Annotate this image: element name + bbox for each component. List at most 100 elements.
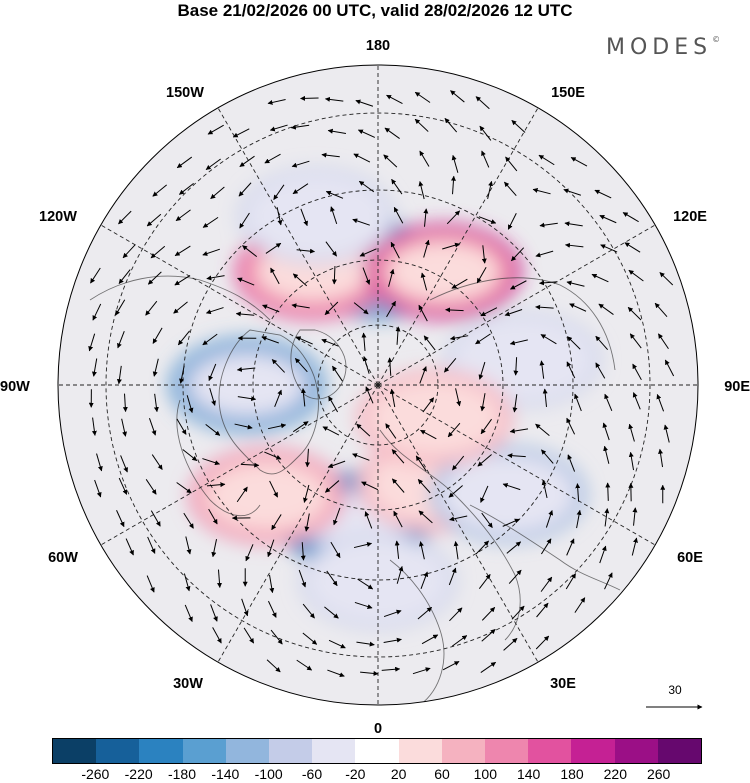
wind-arrow [658, 333, 669, 350]
colorbar-swatch [571, 739, 615, 763]
wind-arrow [117, 330, 125, 349]
wind-arrow [509, 339, 528, 346]
wind-arrow [417, 479, 431, 494]
wind-arrow [509, 428, 529, 434]
wind-arrow [506, 541, 522, 554]
wind-arrow [88, 333, 96, 352]
wind-arrow [300, 208, 308, 227]
wind-arrow [121, 418, 128, 437]
colorbar-swatch [441, 739, 486, 763]
wind-arrow [417, 606, 432, 620]
wind-arrow [384, 127, 400, 139]
wind-arrow [508, 569, 522, 584]
wind-arrow [480, 307, 498, 317]
map-border [57, 64, 699, 706]
wind-arrow [185, 536, 192, 555]
wind-arrow [328, 395, 339, 413]
lon-label-30w: 30W [173, 676, 203, 692]
wind-arrow [632, 363, 642, 381]
wind-arrow [207, 124, 224, 135]
wind-arrow [511, 120, 526, 133]
lon-label-180: 180 [366, 38, 390, 54]
colorbar-swatch [225, 739, 270, 763]
wind-arrow [448, 567, 457, 586]
wind-arrow [118, 477, 128, 495]
wind-arrow [448, 485, 463, 498]
wind-arrow [475, 540, 489, 555]
wind-arrow [148, 418, 157, 436]
wind-arrow [176, 418, 187, 435]
wind-arrow [478, 216, 497, 224]
wind-arrow [269, 574, 275, 594]
wind-arrow [269, 480, 278, 498]
wind-arrow [239, 212, 250, 229]
wind-arrow [539, 222, 558, 228]
wind-arrow [91, 358, 98, 377]
wind-arrow [145, 300, 158, 316]
wind-arrow [300, 388, 306, 407]
wind-arrow [360, 670, 379, 676]
wind-arrow [566, 538, 575, 556]
wind-arrow [292, 183, 309, 195]
wind-arrow [393, 206, 404, 224]
wind-arrow [654, 302, 668, 318]
wind-arrow [480, 661, 497, 673]
lon-label-120e: 120E [673, 209, 707, 225]
colorbar-tick-label: -220 [124, 766, 153, 782]
colorbar-swatch [269, 739, 313, 763]
wind-arrow [174, 245, 191, 257]
wind-arrow [631, 537, 638, 556]
wind-arrow [217, 569, 222, 588]
wind-arrow [565, 573, 576, 590]
wind-arrow [453, 541, 459, 560]
wind-arrow [418, 510, 433, 524]
vector-reference-value: 30 [668, 683, 682, 697]
wind-arrow [276, 207, 283, 226]
wind-arrow [331, 266, 337, 285]
wind-arrow [364, 511, 373, 529]
wind-arrow [267, 600, 277, 618]
wind-arrow [387, 357, 393, 376]
lon-label-150w: 150W [166, 85, 204, 101]
wind-arrow [271, 514, 282, 531]
wind-arrow [356, 423, 371, 437]
wind-arrow [353, 153, 371, 163]
wind-arrow [303, 484, 310, 503]
wind-arrow [362, 355, 370, 374]
wind-arrow [237, 277, 255, 286]
wind-arrow [147, 536, 156, 554]
wind-arrow [566, 280, 585, 287]
wind-arrow [237, 396, 257, 402]
wind-arrow [365, 386, 374, 404]
wind-arrow [627, 307, 642, 321]
meridian-line [377, 384, 656, 546]
wind-arrow [295, 336, 313, 345]
lon-label-90e: 90E [724, 379, 750, 395]
wind-arrow [478, 361, 486, 380]
wind-arrow [202, 216, 219, 228]
wind-arrow [540, 538, 552, 555]
wind-arrow [476, 266, 487, 284]
meridian-line [217, 107, 379, 386]
wind-arrow [394, 540, 400, 559]
wind-arrow [418, 181, 425, 200]
wind-arrow [153, 393, 159, 413]
wind-arrow [415, 455, 427, 472]
wind-arrow [420, 272, 428, 291]
wind-arrow [604, 572, 613, 590]
wind-arrow [389, 388, 396, 408]
meridian-line [377, 224, 656, 386]
wind-arrow [532, 188, 551, 195]
colorbar-swatch [657, 739, 702, 763]
wind-arrow [152, 358, 159, 377]
wind-arrow [243, 627, 255, 644]
wind-arrow [176, 156, 193, 169]
wind-arrow [385, 423, 397, 439]
wind-arrow [206, 482, 226, 488]
wind-arrow [152, 184, 168, 197]
wind-arrow [274, 389, 282, 407]
wind-arrow [622, 212, 639, 223]
wind-arrow [269, 124, 288, 132]
wind-arrow [296, 248, 316, 254]
